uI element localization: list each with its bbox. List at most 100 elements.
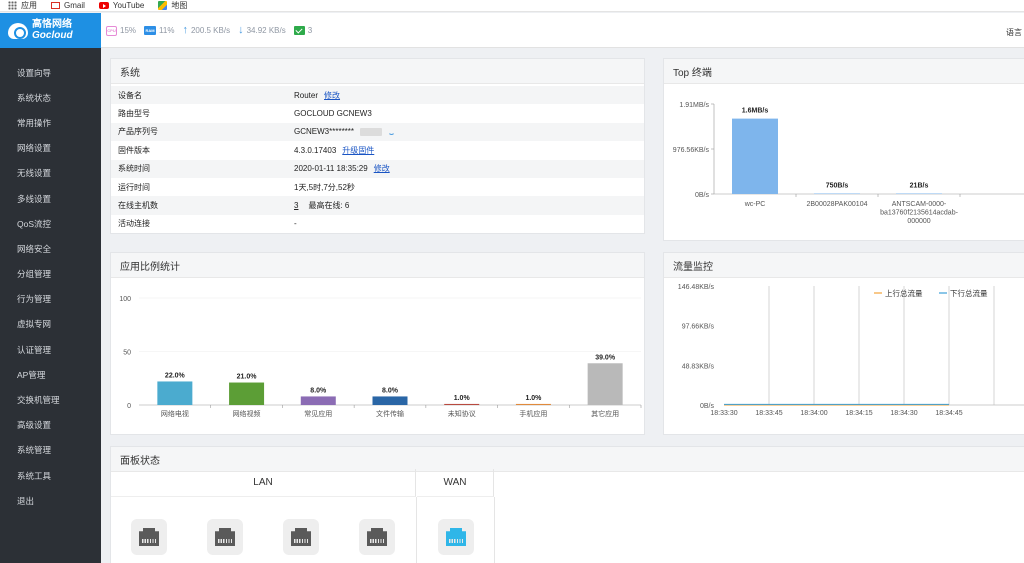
status-stats: CPU 15% RAM 11% ↑ 200.5 KB/s ↓ 34.92 KB/s 3 bbox=[106, 13, 312, 48]
x-tick-label: 网络电视 bbox=[161, 409, 189, 418]
bar-value-label: 21B/s bbox=[910, 183, 929, 190]
cpu-stat: CPU 15% bbox=[106, 25, 137, 36]
apps-icon bbox=[8, 1, 17, 10]
cpu-icon: CPU bbox=[106, 25, 117, 36]
sidebar-item-auth-management[interactable]: 认证管理 bbox=[17, 344, 52, 355]
x-tick-label: 18:34:30 bbox=[890, 410, 917, 417]
youtube-icon bbox=[98, 2, 109, 9]
bookmark-youtube[interactable]: YouTube bbox=[98, 1, 144, 10]
sidebar-item-setup-wizard[interactable]: 设置向导 bbox=[17, 67, 52, 78]
online-hosts-link[interactable]: 3 bbox=[294, 201, 299, 211]
sidebar-item-multi-wan[interactable]: 多线设置 bbox=[17, 193, 52, 204]
system-info-table: 设备名 Router 修改 路由型号 GOCLOUD GCNEW3 产品序列号 G… bbox=[111, 84, 644, 233]
system-panel: 系统 设备名 Router 修改 路由型号 GOCLOUD GCNEW3 产品序列… bbox=[110, 58, 645, 234]
sidebar-item-system-status[interactable]: 系统状态 bbox=[17, 92, 52, 103]
upgrade-firmware-link[interactable]: 升级固件 bbox=[342, 145, 375, 155]
bookmark-apps[interactable]: 应用 bbox=[8, 0, 37, 11]
sidebar-nav: 设置向导 系统状态 常用操作 网络设置 无线设置 多线设置 QoS流控 网络安全… bbox=[0, 48, 101, 563]
app-stats-panel: 应用比例统计 0 50 100 22.0% 网络电视 21.0% 网络视频 8.0% 常见应用 8… bbox=[110, 252, 645, 435]
x-tick-label: 18:33:30 bbox=[710, 410, 737, 417]
sidebar-item-system-management[interactable]: 系统管理 bbox=[17, 445, 52, 456]
x-tick-label: wc-PC bbox=[744, 201, 766, 208]
bar bbox=[444, 403, 480, 405]
sidebar-item-common-ops[interactable]: 常用操作 bbox=[17, 117, 52, 128]
x-tick-label: 常见应用 bbox=[304, 409, 332, 418]
lan-port-4[interactable] bbox=[359, 519, 395, 555]
bookmark-maps[interactable]: 地图 bbox=[158, 0, 187, 11]
x-tick-label: 000000 bbox=[907, 218, 930, 225]
sidebar-item-behavior-management[interactable]: 行为管理 bbox=[17, 294, 52, 305]
connection-check-icon bbox=[293, 26, 305, 35]
y-tick-label: 0B/s bbox=[700, 403, 715, 410]
wan-port-1[interactable] bbox=[438, 519, 474, 555]
table-row: 在线主机数 3 最高在线: 6 bbox=[111, 196, 644, 215]
sidebar-item-wireless-settings[interactable]: 无线设置 bbox=[17, 168, 52, 179]
bar bbox=[300, 396, 336, 405]
table-row: 设备名 Router 修改 bbox=[111, 86, 644, 105]
edit-device-name-link[interactable]: 修改 bbox=[324, 90, 341, 100]
lan-port-1[interactable] bbox=[131, 519, 167, 555]
bar-value-label: 39.0% bbox=[595, 354, 616, 361]
gmail-icon bbox=[51, 2, 60, 9]
language-selector[interactable]: 语言 bbox=[1006, 28, 1022, 37]
connections-stat: 3 bbox=[293, 26, 312, 35]
x-tick-label: 18:33:45 bbox=[755, 410, 782, 417]
memory-stat: RAM 11% bbox=[144, 26, 175, 35]
bar-value-label: 1.0% bbox=[454, 395, 471, 402]
bookmark-gmail[interactable]: Gmail bbox=[51, 1, 85, 10]
sidebar-item-logout[interactable]: 退出 bbox=[17, 495, 35, 506]
loading-spinner-icon bbox=[388, 128, 396, 136]
memory-icon: RAM bbox=[144, 26, 157, 35]
lan-port-2[interactable] bbox=[207, 519, 243, 555]
bar bbox=[814, 193, 860, 194]
y-tick-label: 48.83KB/s bbox=[682, 363, 715, 370]
bar-value-label: 8.0% bbox=[382, 387, 399, 394]
ethernet-port-icon bbox=[446, 528, 466, 546]
x-tick-label: 18:34:00 bbox=[800, 410, 827, 417]
lan-port-3[interactable] bbox=[283, 519, 319, 555]
sidebar-item-network-security[interactable]: 网络安全 bbox=[17, 243, 52, 254]
sidebar-item-ap-management[interactable]: AP管理 bbox=[17, 369, 46, 380]
table-row: 活动连接 - bbox=[118, 219, 297, 229]
bar bbox=[732, 118, 778, 194]
x-tick-label: 网络视频 bbox=[233, 409, 261, 418]
traffic-panel: 流量监控 146.48KB/s 97.66KB/s 48.83KB/s 0B/s 18:… bbox=[663, 252, 1024, 435]
top-terminals-panel: Top 终端 1.91MB/s 976.56KB/s 0B/s 1.6MB/s wc-P… bbox=[663, 58, 1024, 241]
sidebar-item-qos[interactable]: QoS流控 bbox=[17, 218, 52, 229]
bookmarks-bar: 应用 Gmail YouTube 地图 bbox=[0, 0, 1024, 12]
x-tick-label: 手机应用 bbox=[519, 409, 547, 418]
sidebar-item-vpn[interactable]: 虚拟专网 bbox=[17, 319, 52, 330]
y-tick-label: 0 bbox=[127, 403, 131, 410]
bar-value-label: 21.0% bbox=[237, 374, 258, 381]
table-row: 路由型号 GOCLOUD GCNEW3 bbox=[118, 109, 372, 119]
sidebar-item-system-tools[interactable]: 系统工具 bbox=[17, 470, 52, 481]
sidebar-item-group-management[interactable]: 分组管理 bbox=[17, 269, 52, 280]
lan-wan-divider bbox=[416, 497, 417, 563]
x-tick-label: 18:34:45 bbox=[935, 410, 962, 417]
traffic-title: 流量监控 bbox=[664, 253, 1024, 278]
lan-label: LAN bbox=[111, 469, 416, 497]
panel-status-panel: 面板状态 LAN WAN bbox=[110, 446, 1024, 563]
ethernet-port-icon bbox=[215, 528, 235, 546]
y-tick-label: 0B/s bbox=[695, 192, 710, 199]
table-row: 固件版本 4.3.0.17403 升级固件 bbox=[118, 145, 375, 155]
top-terminals-title: Top 终端 bbox=[664, 59, 1024, 84]
sidebar-item-network-settings[interactable]: 网络设置 bbox=[17, 143, 52, 154]
logo-text-cn: 高恪网络 bbox=[32, 19, 72, 30]
bar bbox=[587, 363, 623, 405]
bar-value-label: 1.0% bbox=[525, 395, 542, 402]
table-row: 系统时间 2020-01-11 18:35:29 修改 bbox=[111, 159, 644, 178]
upload-arrow-icon: ↑ bbox=[182, 24, 188, 36]
sidebar-item-switch-management[interactable]: 交换机管理 bbox=[17, 395, 60, 406]
edit-system-time-link[interactable]: 修改 bbox=[373, 164, 390, 174]
table-row: 运行时间 1天,5时,7分,52秒 bbox=[118, 182, 355, 192]
bar bbox=[896, 193, 942, 194]
download-stat: ↓ 34.92 KB/s bbox=[238, 24, 286, 36]
table-row: 产品序列号 GCNEW3******** bbox=[111, 122, 644, 142]
logo[interactable]: 高恪网络 Gocloud bbox=[0, 13, 101, 48]
y-tick-label: 100 bbox=[119, 296, 131, 303]
wan-divider bbox=[494, 497, 495, 563]
bar-value-label: 8.0% bbox=[310, 387, 327, 394]
sidebar-item-advanced-settings[interactable]: 高级设置 bbox=[17, 420, 52, 431]
serial-mask bbox=[360, 127, 383, 136]
